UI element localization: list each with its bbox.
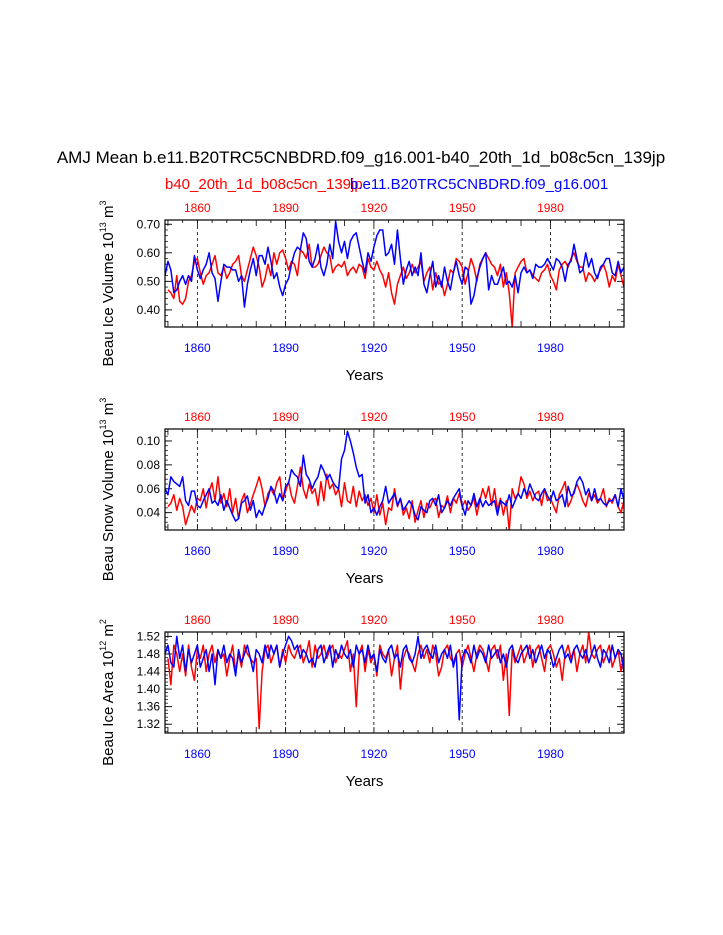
figure-title: AMJ Mean b.e11.B20TRC5CNBDRD.f09_g16.001…	[57, 148, 665, 167]
x-tick-label-top: 1860	[184, 410, 211, 424]
y-tick-label: 0.60	[137, 246, 161, 260]
y-tick-label: 0.70	[137, 217, 161, 231]
x-tick-label-bottom: 1890	[272, 747, 299, 761]
panel-2: 0.04 0.06 0.08 0.10 1860 1860 1890 1890 1920 1920…	[98, 398, 625, 587]
x-tick-label-top: 1860	[184, 613, 211, 627]
series-line-blue	[165, 220, 624, 308]
plot-frame	[164, 219, 625, 328]
y-tick-label: 1.52	[137, 629, 161, 643]
x-tick-label-top: 1950	[449, 410, 476, 424]
series-line-blue	[165, 430, 624, 522]
x-tick-label-top: 1950	[449, 201, 476, 215]
x-tick-label-bottom: 1920	[361, 341, 388, 355]
y-tick-label: 1.36	[137, 700, 161, 714]
panel-1: 0.40 0.50 0.60 0.70 1860 1860 1890 1890 1920 1920…	[98, 201, 625, 384]
x-tick-label-top: 1920	[361, 201, 388, 215]
x-tick-label-bottom: 1950	[449, 747, 476, 761]
y-tick-label: 1.44	[137, 665, 161, 679]
y-axis-title: Beau Ice Area 1012 m2	[98, 619, 117, 766]
y-tick-label: 1.48	[137, 647, 161, 661]
series-line-red	[167, 466, 624, 530]
x-tick-label-top: 1920	[361, 410, 388, 424]
x-tick-label-bottom: 1950	[449, 544, 476, 558]
x-tick-label-top: 1980	[537, 613, 564, 627]
series-line-red	[167, 243, 624, 327]
y-axis-title: Beau Snow Volume 1013 m3	[98, 398, 117, 581]
x-tick-label-bottom: 1980	[537, 341, 564, 355]
x-axis-label: Years	[346, 773, 384, 790]
x-axis-label: Years	[346, 570, 384, 587]
x-tick-label-top: 1860	[184, 201, 211, 215]
chart-panels: 0.40 0.50 0.60 0.70 1860 1860 1890 1890 1920 1920…	[98, 201, 625, 790]
y-tick-label: 0.06	[137, 482, 161, 496]
x-tick-label-top: 1980	[537, 410, 564, 424]
x-tick-label-top: 1890	[272, 613, 299, 627]
x-tick-label-bottom: 1980	[537, 544, 564, 558]
x-tick-label-bottom: 1920	[361, 747, 388, 761]
y-tick-label: 0.50	[137, 274, 161, 288]
y-tick-label: 1.40	[137, 682, 161, 696]
x-tick-label-top: 1890	[272, 201, 299, 215]
legend-red-label: b40_20th_1d_b08c5cn_139jp	[165, 176, 363, 193]
y-tick-label: 0.04	[137, 506, 161, 520]
x-tick-label-bottom: 1890	[272, 341, 299, 355]
x-tick-label-top: 1980	[537, 201, 564, 215]
x-tick-label-bottom: 1980	[537, 747, 564, 761]
y-tick-label: 0.10	[137, 434, 161, 448]
legend-blue-label: b.e11.B20TRC5CNBDRD.f09_g16.001	[350, 176, 608, 193]
x-tick-label-bottom: 1860	[184, 544, 211, 558]
x-tick-label-top: 1950	[449, 613, 476, 627]
y-tick-label: 0.40	[137, 303, 161, 317]
y-tick-label: 1.32	[137, 717, 161, 731]
x-axis-label: Years	[346, 367, 384, 384]
x-tick-label-bottom: 1860	[184, 747, 211, 761]
x-tick-label-bottom: 1860	[184, 341, 211, 355]
x-tick-label-top: 1890	[272, 410, 299, 424]
series-line-blue	[165, 635, 624, 721]
x-tick-label-bottom: 1950	[449, 341, 476, 355]
plot-frame	[164, 631, 625, 734]
x-tick-label-top: 1920	[361, 613, 388, 627]
series-line-red	[167, 632, 624, 730]
x-tick-label-bottom: 1890	[272, 544, 299, 558]
panel-3: 1.32 1.36 1.40 1.44 1.48 1.52 1860 1860 1890 1890…	[98, 613, 625, 790]
y-tick-label: 0.08	[137, 458, 161, 472]
y-axis-title: Beau Ice Volume 1013 m3	[98, 201, 117, 367]
x-tick-label-bottom: 1920	[361, 544, 388, 558]
plot-frame	[164, 428, 625, 531]
